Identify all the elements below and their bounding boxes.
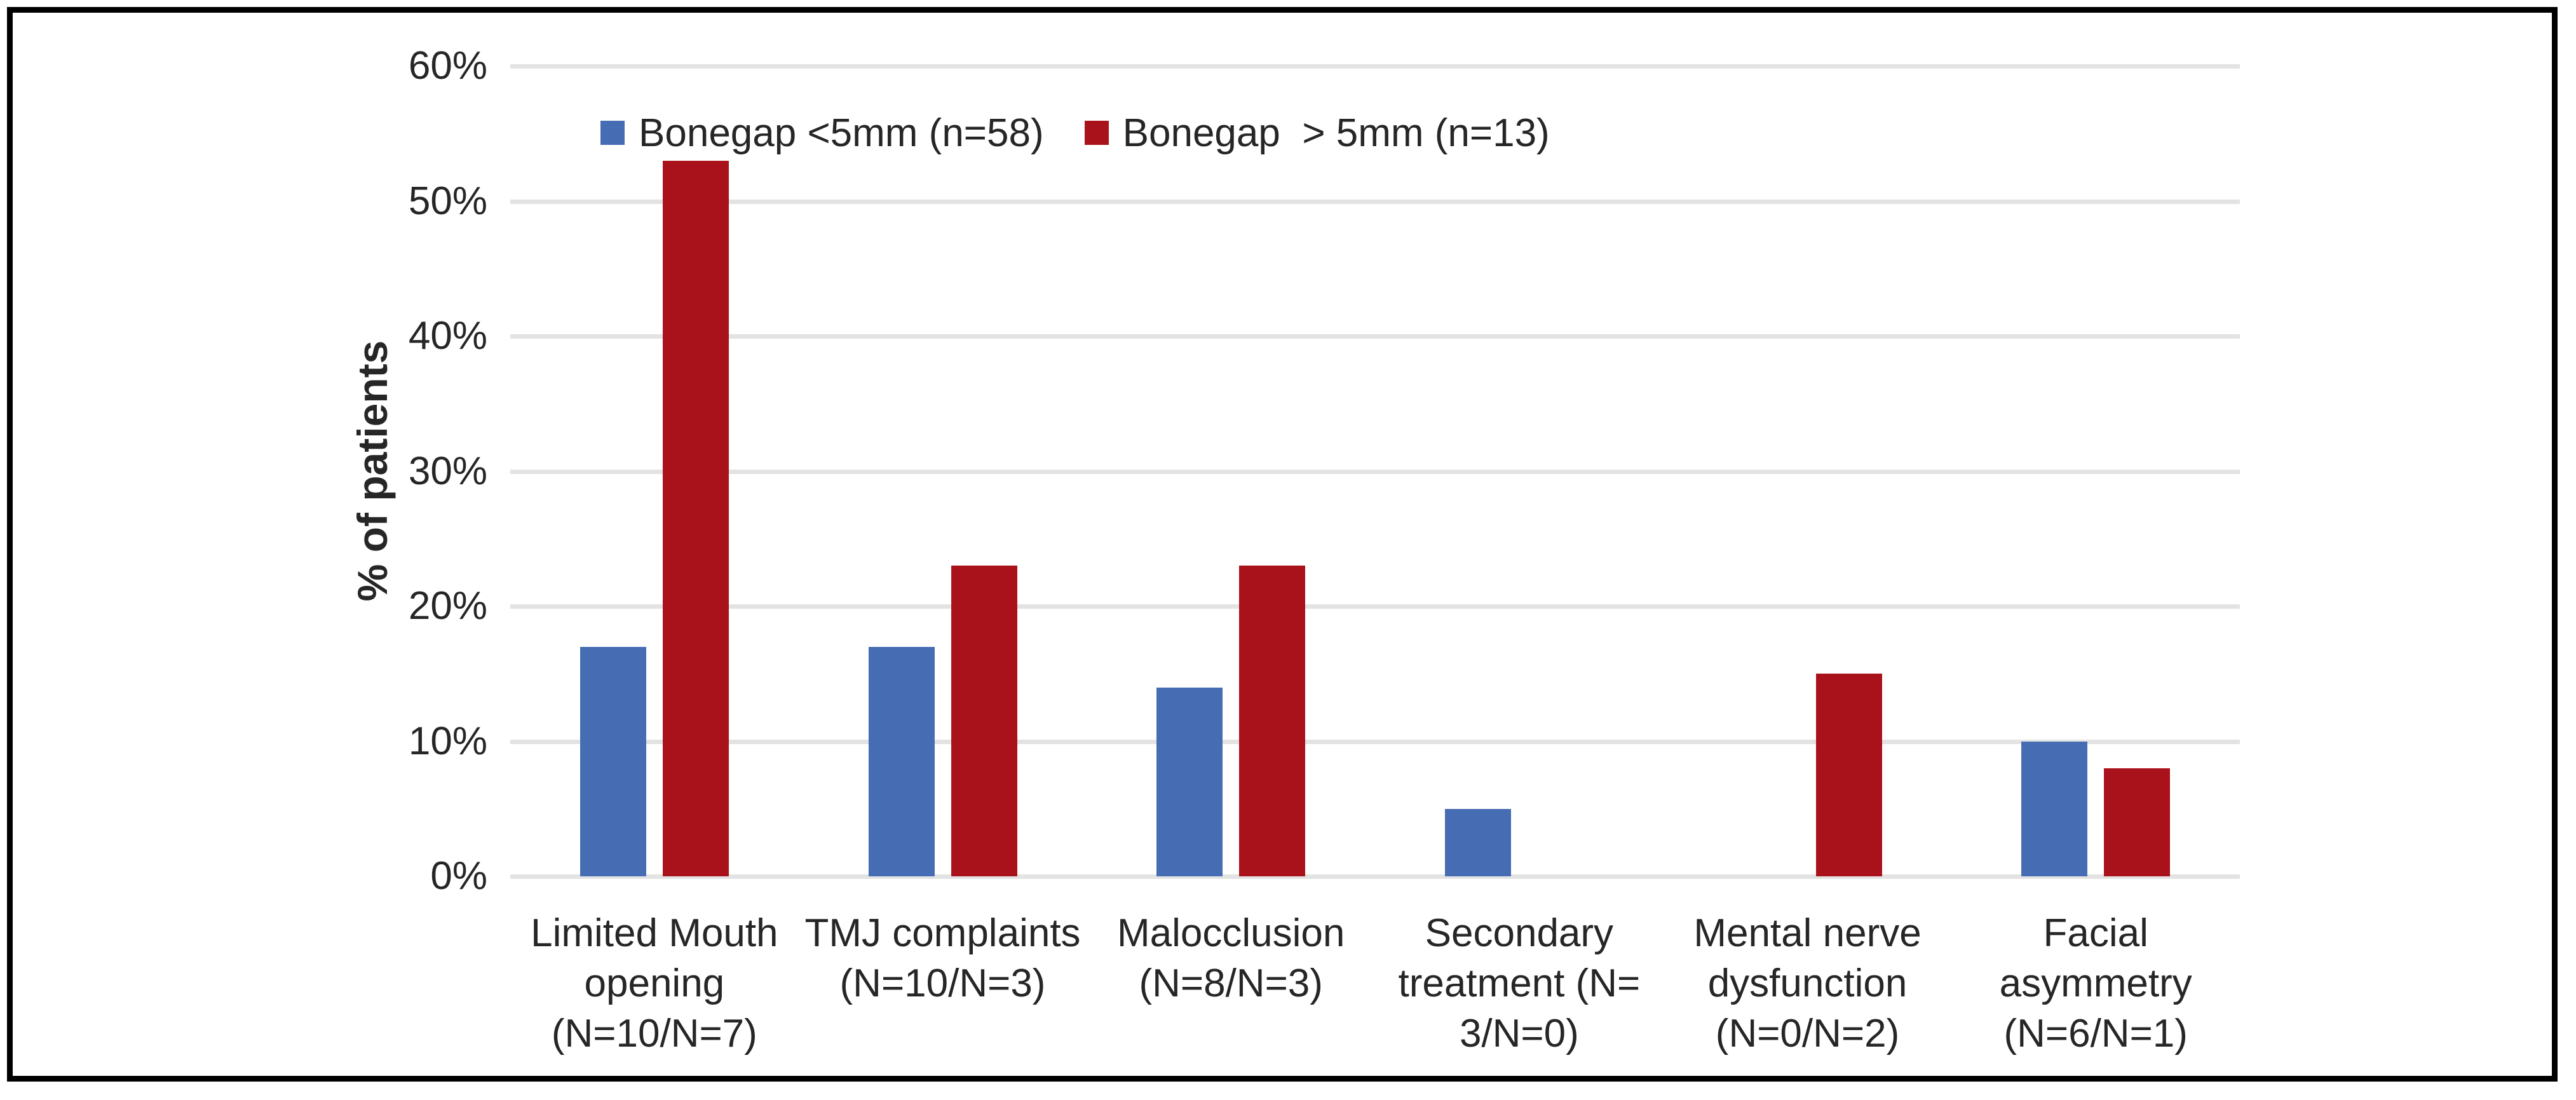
bar-group bbox=[1375, 66, 1664, 876]
gridline bbox=[510, 469, 2240, 474]
y-tick-label: 40% bbox=[408, 314, 487, 358]
figure-frame: % of patients Bonegap <5mm (n=58) Bonegap… bbox=[7, 7, 2558, 1082]
bar-series1-cat1 bbox=[951, 566, 1017, 876]
bar-series1-cat2 bbox=[1239, 566, 1306, 876]
bar-series0-cat2 bbox=[1156, 687, 1223, 876]
category-label: Facial asymmetry (N=6/N=1) bbox=[1999, 911, 2192, 1056]
y-tick-label: 10% bbox=[408, 719, 487, 763]
gridline bbox=[510, 739, 2240, 744]
gridline bbox=[510, 334, 2240, 339]
bar-group bbox=[1664, 66, 1952, 876]
bar-series0-cat1 bbox=[868, 646, 935, 876]
bar-group bbox=[510, 66, 799, 876]
legend-swatch-icon bbox=[1084, 121, 1109, 145]
x-axis-category-labels: Limited Mouth opening (N=10/N=7) TMJ comp… bbox=[510, 908, 2240, 1059]
plot-area bbox=[510, 64, 2240, 879]
legend-entry: Bonegap > 5mm (n=13) bbox=[1084, 111, 1550, 156]
bar-series1-cat0 bbox=[662, 160, 729, 876]
bar-group bbox=[1087, 66, 1375, 876]
gridline bbox=[510, 604, 2240, 609]
y-tick-label: 30% bbox=[408, 449, 487, 493]
y-tick-label: 20% bbox=[408, 584, 487, 628]
gridline bbox=[510, 64, 2240, 69]
legend-label: Bonegap <5mm (n=58) bbox=[639, 111, 1044, 155]
category-label: Mental nerve dysfunction (N=0/N=2) bbox=[1693, 911, 1922, 1056]
y-tick-label: 60% bbox=[408, 44, 487, 88]
category-label: Malocclusion (N=8/N=3) bbox=[1116, 911, 1345, 1005]
y-tick-label: 50% bbox=[408, 179, 487, 223]
category-label: Secondary treatment (N= 3/N=0) bbox=[1398, 911, 1641, 1056]
bars-layer bbox=[510, 66, 2240, 876]
legend-swatch-icon bbox=[600, 121, 625, 145]
bar-series0-cat3 bbox=[1444, 808, 1511, 876]
bar-group bbox=[1951, 66, 2240, 876]
gridline bbox=[510, 874, 2240, 879]
category-label: Limited Mouth opening (N=10/N=7) bbox=[531, 911, 778, 1056]
bar-series1-cat5 bbox=[2104, 768, 2171, 876]
legend: Bonegap <5mm (n=58) Bonegap > 5mm (n=13) bbox=[600, 108, 1550, 158]
legend-label: Bonegap > 5mm (n=13) bbox=[1122, 111, 1550, 155]
gridline bbox=[510, 199, 2240, 204]
category-label: TMJ complaints (N=10/N=3) bbox=[804, 911, 1081, 1005]
bar-series0-cat0 bbox=[580, 646, 646, 876]
bar-series0-cat5 bbox=[2021, 741, 2088, 876]
y-tick-label: 0% bbox=[430, 854, 487, 898]
bar-series1-cat4 bbox=[1815, 674, 1882, 876]
chart-canvas: % of patients Bonegap <5mm (n=58) Bonegap… bbox=[13, 13, 2552, 1076]
legend-entry: Bonegap <5mm (n=58) bbox=[600, 111, 1044, 156]
bar-group bbox=[799, 66, 1087, 876]
